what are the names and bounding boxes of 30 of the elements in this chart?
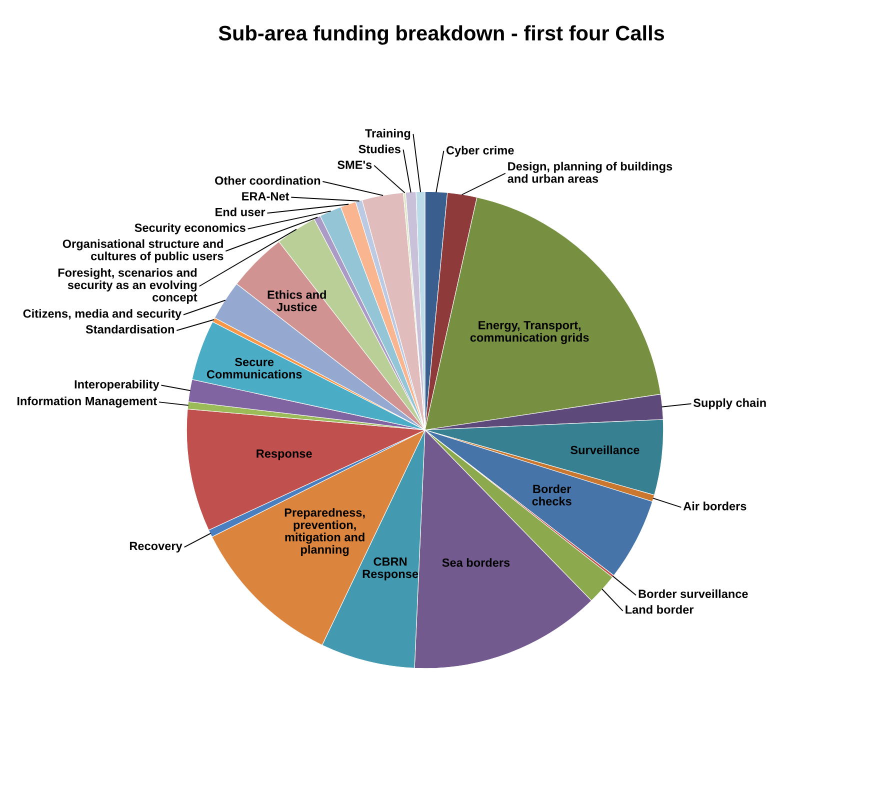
slice-label: End user	[216, 208, 266, 216]
slice-label: Other coordination	[215, 176, 320, 185]
slice-label: Security economics	[134, 223, 246, 234]
slice-label: Studies	[358, 144, 400, 154]
slice-label: Foresight, scenarios and security as an evolving concept	[58, 268, 198, 304]
slice-label: Land border	[626, 605, 694, 614]
slice-label: Cyber crime	[446, 146, 514, 157]
slice-label: Interoperability	[74, 380, 160, 391]
slice-label: Standardisation	[86, 324, 174, 334]
slice-label: Sea borders	[442, 558, 510, 567]
slice-label: Supply chain	[693, 398, 766, 410]
slice-label: Energy, Transport, communication grids	[470, 321, 589, 344]
slice-label: Training	[365, 128, 410, 140]
slice-label: ERA-Net	[242, 192, 290, 200]
slice-label: Citizens, media and security	[23, 309, 182, 320]
slice-label: Border surveillance	[638, 589, 748, 598]
chart-title: Sub-area funding breakdown - first four Calls	[218, 25, 664, 45]
slice-label: Border checks	[532, 484, 572, 506]
slice-label: Design, planning of buildings and urban areas	[508, 162, 672, 183]
slice-label: Ethics and Justice	[268, 290, 326, 312]
slice-label: Information Management	[17, 396, 157, 408]
slice-label: Organisational structure and cultures of public users	[62, 239, 224, 263]
slice-label: Secure Communications	[206, 358, 302, 378]
slice-label: Surveillance	[570, 446, 640, 454]
slice-label: Recovery	[130, 542, 182, 552]
slice-label: Air borders	[683, 502, 746, 510]
slice-label: Preparedness, prevention, mitigation and planning	[284, 508, 365, 556]
slice-label: CBRN Response	[362, 557, 418, 580]
slice-label: Response	[256, 450, 312, 460]
slice-label: SME's	[338, 160, 372, 170]
